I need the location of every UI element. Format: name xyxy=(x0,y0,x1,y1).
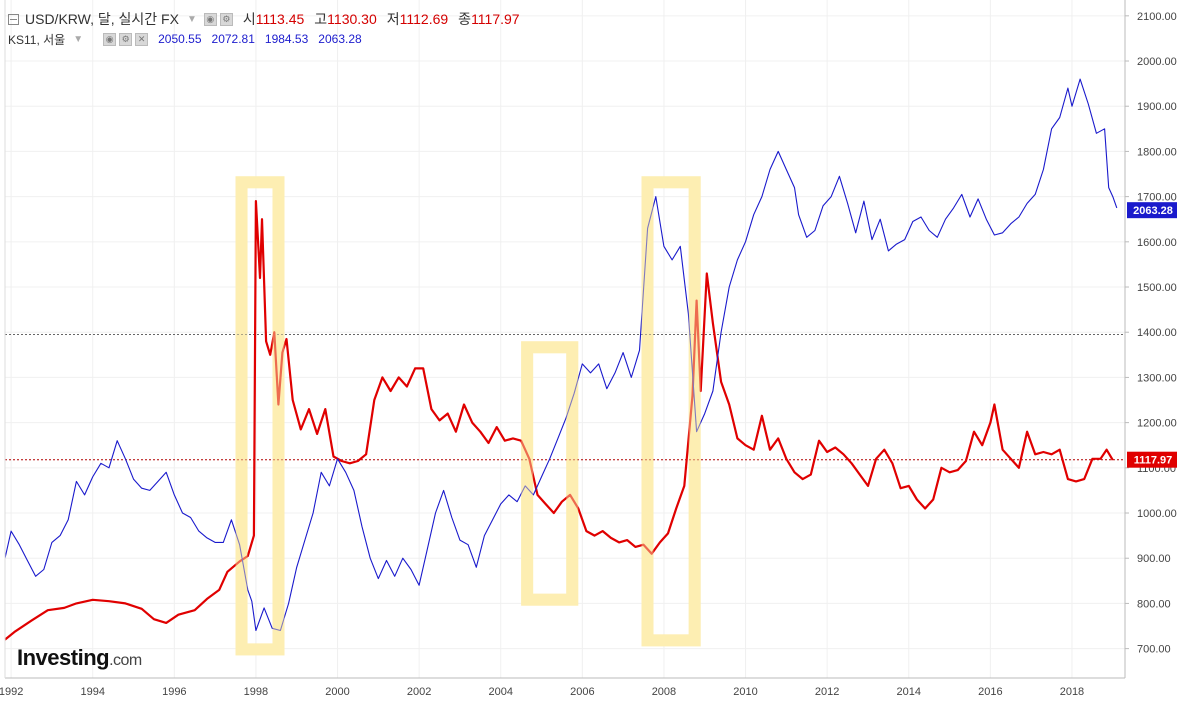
x-tick-label: 1998 xyxy=(244,686,268,698)
usdkrw-line xyxy=(4,200,1114,641)
chevron-down-icon[interactable]: ▼ xyxy=(186,13,197,25)
y-tick-label: 700.00 xyxy=(1137,644,1171,656)
ks11-price-label: 2063.28 xyxy=(1133,205,1173,217)
x-tick-label: 2018 xyxy=(1060,686,1084,698)
y-tick-label: 1800.00 xyxy=(1137,146,1177,158)
y-tick-label: 1400.00 xyxy=(1137,327,1177,339)
legend-main-row: USD/KRW, 달, 실시간 FX ▼ ◉ ⚙ 시 1113.45 고 1130.… xyxy=(8,8,520,30)
y-tick-label: 1500.00 xyxy=(1137,282,1177,294)
y-tick-label: 800.00 xyxy=(1137,598,1171,610)
usdkrw-price-tag xyxy=(1127,451,1177,468)
low-label: 저 xyxy=(386,11,400,27)
x-tick-label: 2002 xyxy=(407,686,431,698)
eye-icon[interactable]: ◉ xyxy=(203,12,217,26)
reference-lines xyxy=(5,333,1125,461)
logo-main: Investing xyxy=(17,645,110,670)
y-tick-label: 2000.00 xyxy=(1137,56,1177,68)
series-group xyxy=(4,78,1118,656)
highlight-box xyxy=(521,341,579,606)
highlight-box xyxy=(235,176,285,656)
highlight-box xyxy=(641,176,701,647)
investing-logo: Investing.com xyxy=(17,645,142,671)
x-tick-label: 1996 xyxy=(162,686,186,698)
chevron-down-icon[interactable]: ▼ xyxy=(73,33,84,45)
x-tick-label: 2000 xyxy=(325,686,349,698)
minus-square-icon[interactable] xyxy=(8,13,19,25)
y-tick-label: 1200.00 xyxy=(1137,418,1177,430)
gear-icon[interactable]: ⚙ xyxy=(219,12,233,26)
ks11-open-value: 2050.55 xyxy=(158,32,202,46)
x-tick-label: 1994 xyxy=(80,686,104,698)
y-tick-label: 1000.00 xyxy=(1137,508,1177,520)
x-tick-label: 1992 xyxy=(0,686,23,698)
highlight-box-overlay xyxy=(641,176,701,647)
gear-icon[interactable]: ⚙ xyxy=(119,32,133,46)
low-value: 1112.69 xyxy=(399,11,449,27)
x-tick-label: 2014 xyxy=(897,686,921,698)
highlight-box-overlay xyxy=(521,341,579,606)
x-tick-label: 2016 xyxy=(978,686,1002,698)
eye-icon[interactable]: ◉ xyxy=(103,32,117,46)
y-tick-label: 1300.00 xyxy=(1137,372,1177,384)
y-tick-label: 1900.00 xyxy=(1137,101,1177,113)
x-tick-label: 2004 xyxy=(488,686,512,698)
ks11-close-value: 2063.28 xyxy=(318,32,362,46)
close-label: 종 xyxy=(458,11,472,27)
x-tick-label: 2010 xyxy=(733,686,757,698)
high-label: 고 xyxy=(314,11,328,27)
y-tick-label: 2100.00 xyxy=(1137,11,1177,23)
logo-suffix: .com xyxy=(109,652,142,669)
high-value: 1130.30 xyxy=(327,11,377,27)
x-tick-label: 2006 xyxy=(570,686,594,698)
legend-secondary-label[interactable]: KS11, 서울 xyxy=(8,32,66,47)
ks11-high-value: 2072.81 xyxy=(211,32,255,46)
open-value: 1113.45 xyxy=(255,11,305,27)
close-value: 1117.97 xyxy=(471,11,520,27)
legend: USD/KRW, 달, 실시간 FX ▼ ◉ ⚙ 시 1113.45 고 1130.… xyxy=(8,8,520,48)
usdkrw-price-label: 1117.97 xyxy=(1134,455,1173,467)
x-tick-label: 2012 xyxy=(815,686,839,698)
legend-main-label[interactable]: USD/KRW, 달, 실시간 FX xyxy=(25,11,179,27)
legend-secondary-row: KS11, 서울 ▼ ◉ ⚙ ✕ 2050.55 2072.81 1984.53… xyxy=(8,30,520,48)
ks11-line xyxy=(4,78,1118,632)
grid xyxy=(5,0,1125,678)
close-icon[interactable]: ✕ xyxy=(135,32,149,46)
y-tick-label: 1600.00 xyxy=(1137,237,1177,249)
y-tick-label: 1700.00 xyxy=(1137,192,1177,204)
ks11-price-tag xyxy=(1127,202,1177,219)
y-tick-label: 900.00 xyxy=(1137,553,1171,565)
ks11-low-value: 1984.53 xyxy=(264,32,309,46)
highlight-box-overlay xyxy=(235,176,285,656)
x-tick-label: 2008 xyxy=(652,686,676,698)
open-label: 시 xyxy=(242,11,256,27)
